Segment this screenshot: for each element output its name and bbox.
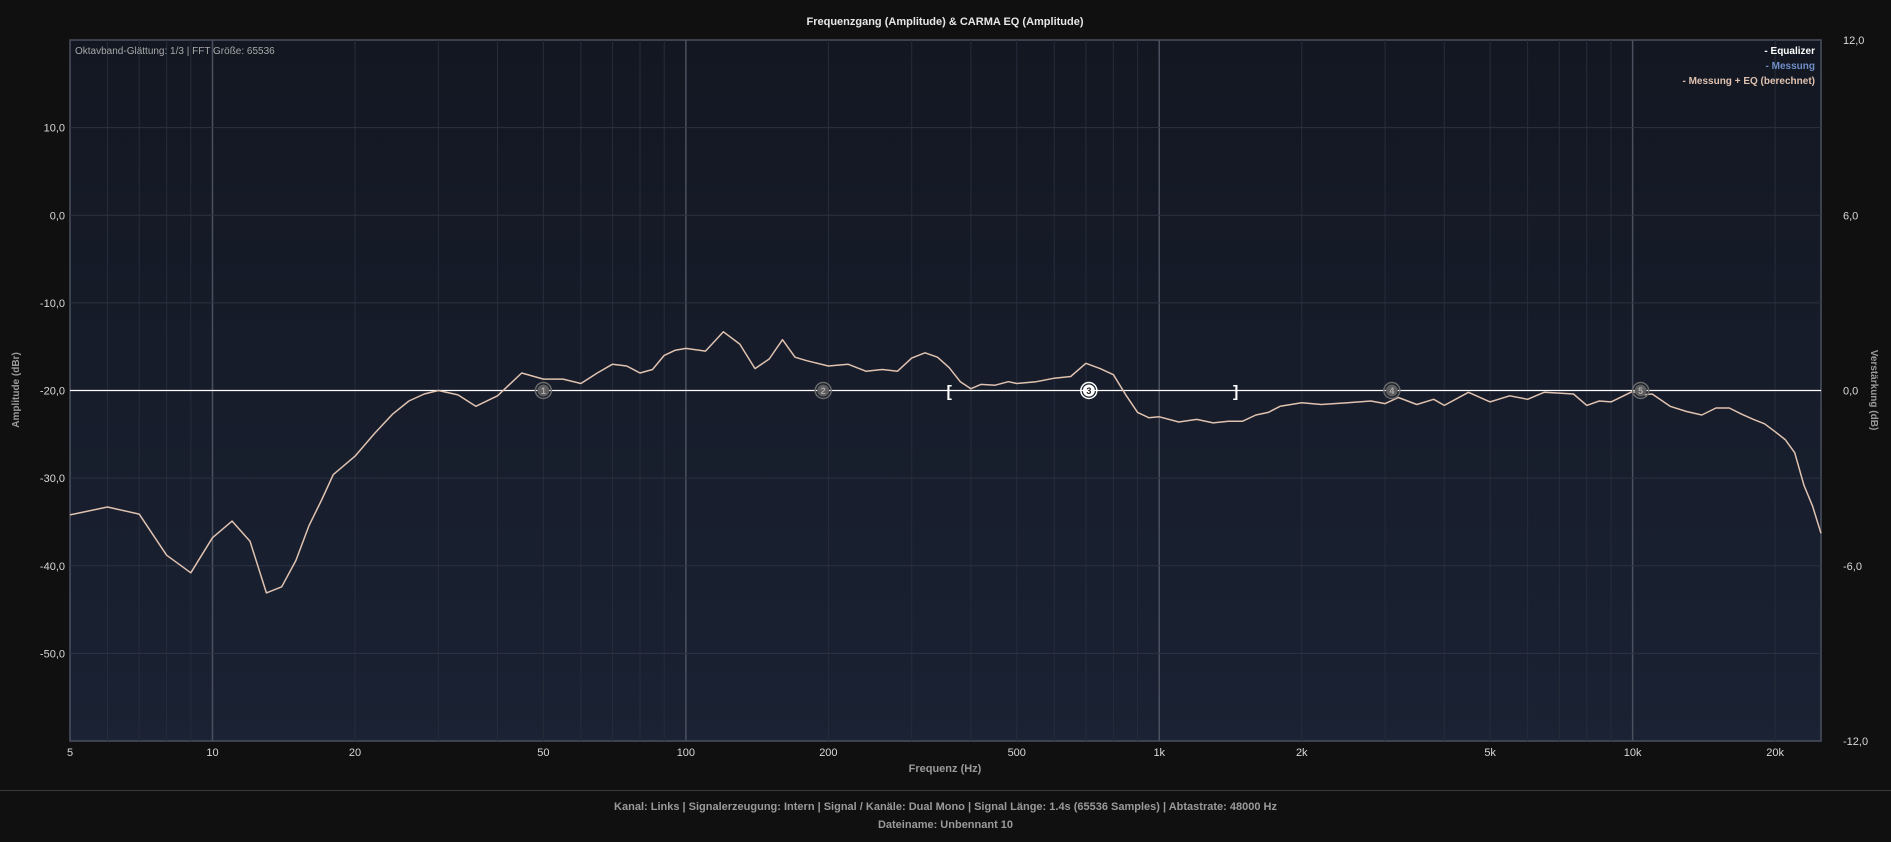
- selection-bracket-end[interactable]: ]: [1233, 384, 1238, 401]
- selection-bracket-start[interactable]: [: [947, 384, 953, 401]
- eq-point-ring: [534, 381, 553, 400]
- eq-point-dot: [817, 384, 830, 397]
- eq-point-ring: [1080, 381, 1098, 400]
- y-tick-label-left: -20,0: [40, 386, 65, 398]
- x-tick-label: 50: [537, 747, 549, 759]
- series-line: [69, 331, 1822, 594]
- eq-point-label: 4: [1389, 386, 1394, 396]
- eq-point-ring: [1631, 381, 1650, 400]
- x-tick-label: 500: [1008, 747, 1026, 759]
- eq-markers[interactable]: 1 2 3 4 5 []: [534, 381, 1650, 401]
- eq-point-dot: [1634, 384, 1647, 397]
- x-tick-label: 20: [349, 747, 361, 759]
- y-tick-label-right: -12,0: [1843, 736, 1868, 748]
- eq-point-label: 3: [1086, 386, 1091, 396]
- y-tick-label-left: -10,0: [40, 298, 65, 310]
- eq-point-marker[interactable]: 4: [1383, 381, 1401, 400]
- eq-point-marker[interactable]: 3: [1080, 381, 1098, 400]
- x-tick-label: 10: [206, 747, 218, 759]
- eq-point-label: 1: [541, 386, 546, 396]
- eq-point-dot: [537, 384, 550, 397]
- y-tick-label-right: 6,0: [1843, 210, 1858, 222]
- y-tick-label-left: 10,0: [44, 123, 65, 135]
- status-line-filename: Dateiname: Unbennant 10: [877, 819, 1014, 831]
- y-axis-right-label: Verstärkung (dB): [1868, 350, 1879, 431]
- eq-point-label: 5: [1638, 386, 1643, 396]
- x-tick-label: 5: [67, 747, 73, 759]
- series-lines: [69, 331, 1822, 594]
- x-tick-label: 100: [677, 747, 695, 759]
- y-tick-label-left: 0,0: [50, 210, 65, 222]
- y-tick-label-left: -50,0: [40, 648, 65, 660]
- eq-point-ring: [814, 381, 832, 400]
- info-text: Oktavband-Glättung: 1/3 | FFT Größe: 655…: [75, 46, 275, 57]
- eq-point-marker[interactable]: 1: [534, 381, 553, 400]
- eq-point-marker[interactable]: 2: [814, 381, 832, 400]
- x-tick-label: 2k: [1296, 747, 1308, 759]
- y-tick-label-right: 0,0: [1843, 386, 1858, 398]
- y-tick-label-left: -30,0: [40, 473, 65, 485]
- x-tick-label: 20k: [1766, 747, 1784, 759]
- eq-point-label: 2: [821, 386, 826, 396]
- x-axis-ticks: 5 10 20 50 100 200 500 1k 2k 5k 10k 20k: [67, 747, 1785, 759]
- eq-point-marker[interactable]: 5: [1631, 381, 1650, 400]
- x-tick-label: 1k: [1153, 747, 1165, 759]
- y-axis-left-label: Amplitude (dBr): [11, 352, 22, 428]
- chart-title: Frequenzgang (Amplitude) & CARMA EQ (Amp…: [806, 16, 1083, 28]
- y-tick-label-right: -6,0: [1843, 561, 1862, 573]
- eq-point-dot: [1082, 384, 1095, 397]
- eq-point-ring: [1383, 381, 1401, 400]
- y-axis-left-ticks: 10,0 0,0 -10,0 -20,0 -30,0 -40,0 -50,0: [40, 123, 65, 661]
- eq-point-dot: [1385, 384, 1398, 397]
- y-tick-label-left: -40,0: [40, 561, 65, 573]
- x-axis-label: Frequenz (Hz): [909, 763, 982, 775]
- x-tick-label: 10k: [1624, 747, 1642, 759]
- legend-entry: - Messung + EQ (berechnet): [1682, 76, 1815, 87]
- x-tick-label: 200: [819, 747, 837, 759]
- status-line-channel-info: Kanal: Links | Signalerzeugung: Intern |…: [614, 801, 1277, 813]
- y-tick-label-right: 12,0: [1843, 35, 1864, 47]
- y-axis-right-ticks: 12,0 6,0 0,0 -6,0 -12,0: [1843, 35, 1868, 748]
- legend-entry: - Messung: [1766, 61, 1815, 72]
- legend: - Equalizer - Messung - Messung + EQ (bere…: [1682, 46, 1815, 87]
- x-tick-label: 5k: [1484, 747, 1496, 759]
- legend-entry: - Equalizer: [1764, 46, 1815, 57]
- status-bar: Kanal: Links | Signalerzeugung: Intern |…: [0, 790, 1891, 842]
